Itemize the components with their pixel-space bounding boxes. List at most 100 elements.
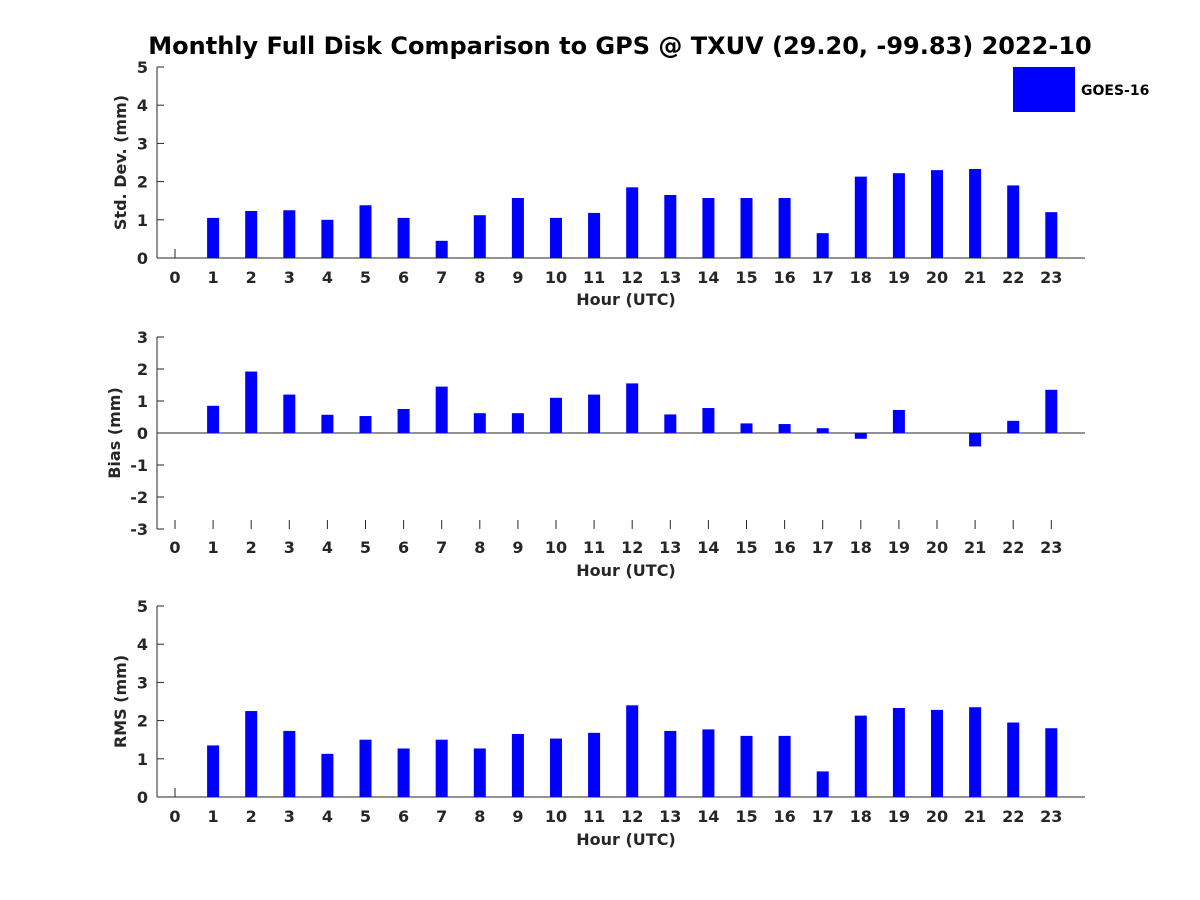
bias-x-tick-label: 16 bbox=[773, 538, 795, 557]
bias-bar-hour-3 bbox=[283, 394, 296, 433]
rms-bar-hour-19 bbox=[892, 707, 905, 797]
std-dev-x-tick-label: 0 bbox=[169, 268, 180, 287]
std-dev-bar-hour-8 bbox=[473, 215, 486, 258]
bias-bar-hour-2 bbox=[245, 371, 258, 433]
bias-bar-hour-9 bbox=[511, 413, 524, 433]
bias-bar-hour-17 bbox=[816, 428, 829, 433]
std-dev-bar-hour-14 bbox=[702, 198, 715, 258]
std-dev-bar-hour-23 bbox=[1045, 212, 1058, 258]
std-dev-x-tick-label: 18 bbox=[850, 268, 872, 287]
std-dev-bar-hour-21 bbox=[969, 168, 982, 258]
std-dev-y-tick-label: 1 bbox=[137, 211, 148, 230]
std-dev-x-tick-label: 22 bbox=[1002, 268, 1024, 287]
rms-y-axis-label: RMS (mm) bbox=[111, 655, 130, 748]
std-dev-bar-hour-17 bbox=[816, 233, 829, 258]
legend-swatch-goes-16 bbox=[1013, 67, 1075, 112]
bias-x-tick-label: 8 bbox=[474, 538, 485, 557]
rms-x-tick-label: 15 bbox=[735, 807, 757, 826]
std-dev-x-tick-label: 6 bbox=[398, 268, 409, 287]
bias-x-tick-label: 20 bbox=[926, 538, 948, 557]
rms-bar-hour-5 bbox=[359, 739, 372, 797]
rms-bar-hour-14 bbox=[702, 729, 715, 797]
std-dev-bar-hour-9 bbox=[511, 198, 524, 258]
bias-x-tick-label: 9 bbox=[512, 538, 523, 557]
bias-y-tick-label: -2 bbox=[130, 488, 148, 507]
bias-x-tick-label: 17 bbox=[812, 538, 834, 557]
bias-bar-hour-23 bbox=[1045, 389, 1058, 433]
bias-x-tick-label: 5 bbox=[360, 538, 371, 557]
rms-x-tick-label: 8 bbox=[474, 807, 485, 826]
std-dev-bar-hour-20 bbox=[931, 170, 943, 258]
std-dev-x-tick-label: 5 bbox=[360, 268, 371, 287]
std-dev-x-tick-label: 10 bbox=[545, 268, 567, 287]
rms-y-tick-label: 0 bbox=[137, 788, 148, 807]
std-dev-x-tick-label: 11 bbox=[583, 268, 605, 287]
std-dev-bar-hour-10 bbox=[550, 217, 562, 258]
std-dev-x-tick-label: 19 bbox=[888, 268, 910, 287]
std-dev-bar-hour-13 bbox=[664, 194, 677, 258]
std-dev-bar-hour-1 bbox=[207, 217, 220, 258]
rms-bar-hour-15 bbox=[740, 735, 753, 797]
rms-y-tick-label: 3 bbox=[137, 673, 148, 692]
bias-x-tick-label: 21 bbox=[964, 538, 986, 557]
rms-x-tick-label: 14 bbox=[697, 807, 719, 826]
bias-y-tick-label: 0 bbox=[137, 424, 148, 443]
rms-bar-hour-16 bbox=[778, 735, 791, 797]
legend: GOES-16 bbox=[1013, 67, 1149, 112]
std-dev-bar-hour-5 bbox=[359, 205, 372, 258]
rms-x-tick-label: 13 bbox=[659, 807, 681, 826]
bias-y-tick-label: 2 bbox=[137, 360, 148, 379]
bias-x-tick-label: 15 bbox=[735, 538, 757, 557]
std-dev-bar-hour-12 bbox=[626, 187, 639, 258]
rms-x-tick-label: 3 bbox=[284, 807, 295, 826]
rms-x-tick-label: 18 bbox=[850, 807, 872, 826]
bias-x-tick-label: 3 bbox=[284, 538, 295, 557]
rms-bar-hour-2 bbox=[245, 711, 258, 797]
std-dev-x-tick-label: 4 bbox=[322, 268, 333, 287]
rms-x-tick-label: 22 bbox=[1002, 807, 1024, 826]
bias-x-tick-label: 19 bbox=[888, 538, 910, 557]
bias-x-tick-label: 14 bbox=[697, 538, 719, 557]
std-dev-bar-hour-4 bbox=[321, 219, 334, 258]
bias-x-tick-label: 7 bbox=[436, 538, 447, 557]
bias-bar-hour-12 bbox=[626, 383, 639, 433]
std-dev-bar-hour-15 bbox=[740, 198, 753, 258]
std-dev-y-tick-label: 0 bbox=[137, 249, 148, 268]
bias-bar-hour-16 bbox=[778, 424, 791, 433]
std-dev-x-axis-label: Hour (UTC) bbox=[576, 290, 676, 309]
std-dev-bar-hour-22 bbox=[1007, 185, 1020, 258]
bias-bar-hour-6 bbox=[397, 409, 410, 433]
bias-x-tick-label: 0 bbox=[169, 538, 180, 557]
bias-y-tick-label: -1 bbox=[130, 456, 148, 475]
std-dev-x-tick-label: 3 bbox=[284, 268, 295, 287]
std-dev-bar-hour-2 bbox=[245, 211, 258, 258]
bias-x-axis-label: Hour (UTC) bbox=[576, 561, 676, 580]
rms-x-tick-label: 12 bbox=[621, 807, 643, 826]
rms-bar-hour-10 bbox=[550, 738, 562, 797]
bias-bar-hour-8 bbox=[473, 413, 486, 433]
rms-y-tick-label: 1 bbox=[137, 750, 148, 769]
rms-x-tick-label: 0 bbox=[169, 807, 180, 826]
std-dev-x-tick-label: 7 bbox=[436, 268, 447, 287]
std-dev-y-axis-label: Std. Dev. (mm) bbox=[111, 95, 130, 230]
rms-bar-hour-23 bbox=[1045, 728, 1058, 797]
rms-x-tick-label: 2 bbox=[246, 807, 257, 826]
bias-x-tick-label: 12 bbox=[621, 538, 643, 557]
bias-x-tick-label: 23 bbox=[1040, 538, 1062, 557]
bias-x-tick-label: 10 bbox=[545, 538, 567, 557]
std-dev-x-tick-label: 8 bbox=[474, 268, 485, 287]
bias-y-tick-label: 1 bbox=[137, 392, 148, 411]
bias-bar-hour-15 bbox=[740, 423, 753, 433]
std-dev-y-tick-label: 2 bbox=[137, 173, 148, 192]
std-dev-x-tick-label: 13 bbox=[659, 268, 681, 287]
rms-bar-hour-17 bbox=[816, 771, 829, 797]
rms-y-tick-label: 4 bbox=[137, 635, 148, 654]
std-dev-bar-hour-7 bbox=[435, 240, 448, 258]
rms-x-tick-label: 16 bbox=[773, 807, 795, 826]
bias-bar-hour-22 bbox=[1007, 420, 1020, 433]
rms-x-tick-label: 5 bbox=[360, 807, 371, 826]
std-dev-x-tick-label: 20 bbox=[926, 268, 948, 287]
